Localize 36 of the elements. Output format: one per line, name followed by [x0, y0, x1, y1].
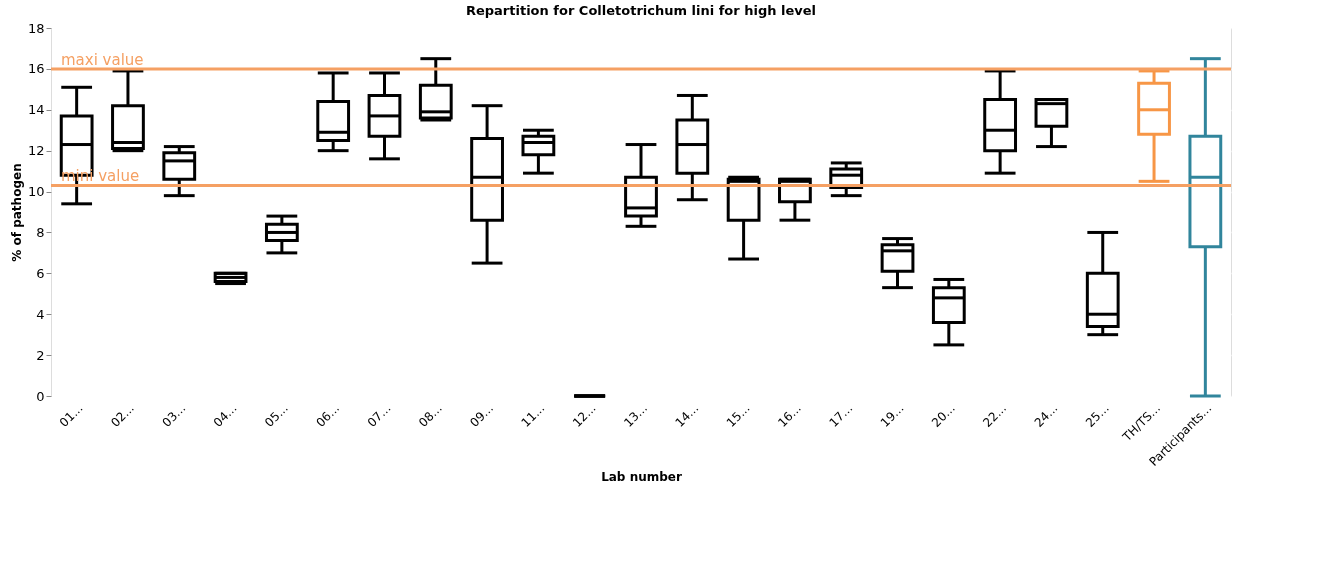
ref-line-label: maxi value	[61, 50, 144, 69]
x-tick-label: 06...	[313, 401, 343, 430]
y-tick-label: 0	[36, 388, 45, 404]
x-tick-label: 05...	[262, 401, 291, 430]
ref-line-label: mini value	[61, 167, 140, 186]
x-tick-label: 25...	[1082, 401, 1112, 430]
y-tick-label: 8	[36, 224, 45, 240]
x-tick-label: 01...	[56, 401, 86, 430]
x-tick-label: 22...	[980, 401, 1010, 430]
y-tick-label: 4	[36, 306, 45, 322]
x-tick-label: 04...	[210, 401, 240, 430]
x-tick-label: 08...	[415, 401, 445, 430]
y-tick-label: 10	[27, 184, 45, 200]
y-tick-label: 2	[36, 347, 45, 363]
y-tick-label: 16	[27, 61, 45, 77]
x-tick-label: 09...	[467, 401, 497, 430]
x-tick-label: 13...	[621, 401, 650, 430]
x-tick-label: 17...	[826, 401, 856, 430]
x-axis-title: Lab number	[601, 470, 682, 485]
x-tick-label: 24...	[1031, 401, 1061, 430]
y-tick-label: 12	[27, 143, 45, 159]
x-tick-label: 15...	[723, 401, 753, 430]
x-tick-label: 02...	[108, 401, 137, 430]
y-tick-label: 14	[27, 102, 45, 118]
x-tick-label: 19...	[877, 401, 907, 430]
x-tick-label: 16...	[775, 401, 804, 430]
x-tick-label: 07...	[364, 401, 394, 430]
y-tick-label: 18	[27, 20, 45, 36]
y-axis-title: % of pathogen	[9, 163, 24, 262]
x-tick-label: 14...	[672, 401, 702, 430]
x-tick-label: 03...	[159, 401, 189, 430]
chart-title: Repartition for Colletotrichum lini for high level	[465, 3, 817, 18]
y-tick-label: 6	[36, 265, 45, 281]
x-tick-label: 11...	[518, 401, 548, 430]
x-tick-label: 12...	[569, 401, 599, 430]
x-tick-label: 20...	[929, 401, 958, 430]
